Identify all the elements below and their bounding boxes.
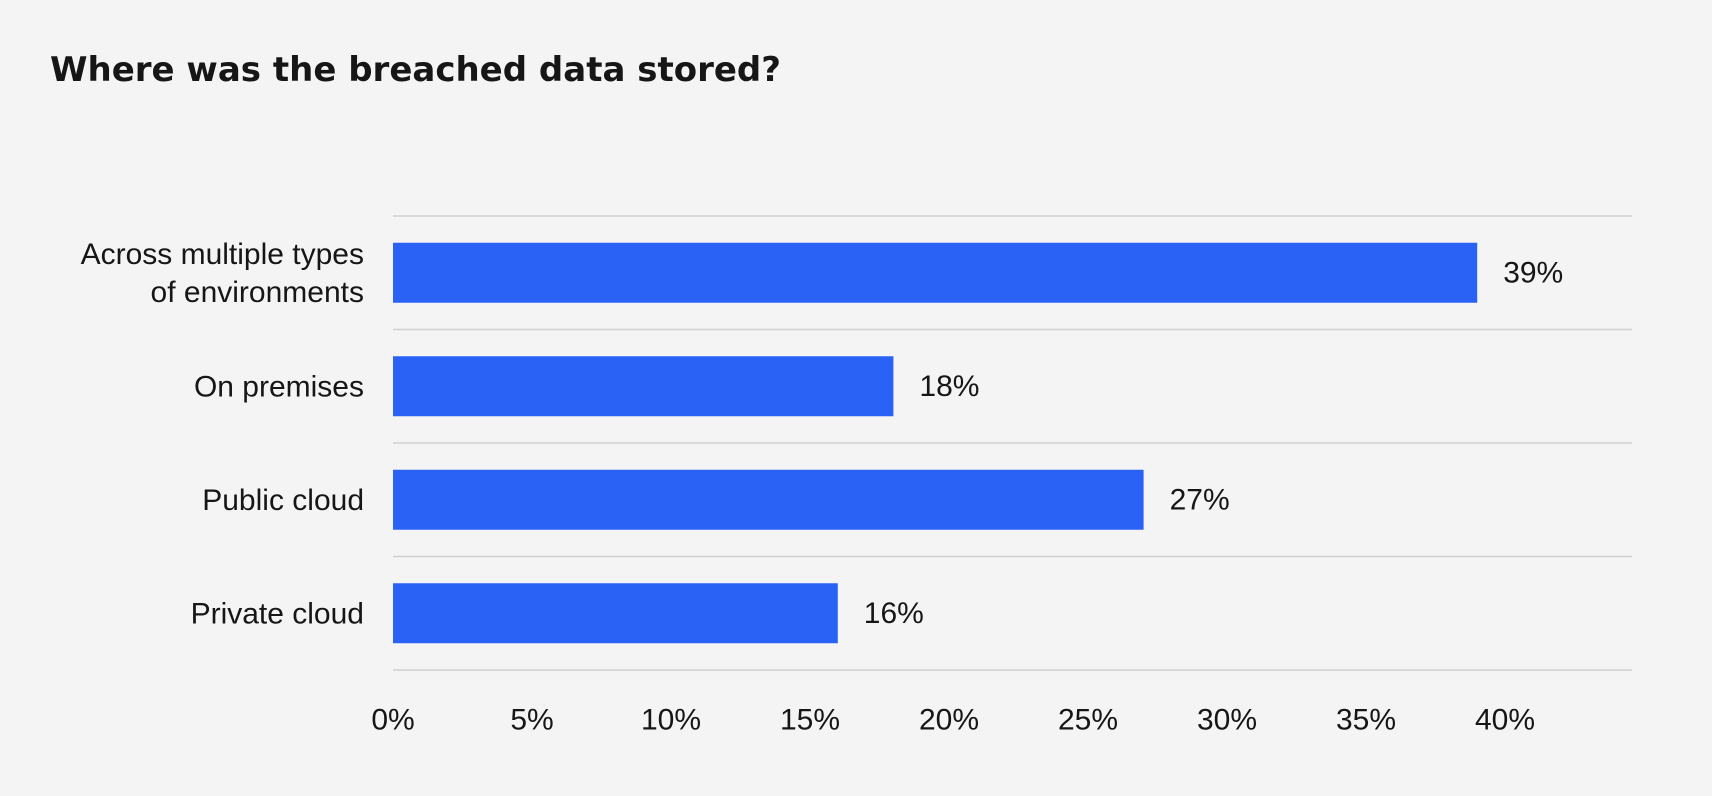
- category-label: On premises: [194, 370, 364, 403]
- bar: [393, 583, 838, 644]
- x-tick-label: 30%: [1197, 704, 1257, 737]
- bar-value-label: 39%: [1503, 256, 1563, 289]
- chart-title: Where was the breached data stored?: [50, 50, 781, 90]
- category-label: Public cloud: [202, 483, 364, 516]
- x-tick-label: 15%: [780, 704, 840, 737]
- bar-value-label: 27%: [1170, 483, 1230, 516]
- category-label: Across multiple types of environments: [81, 237, 364, 308]
- category-label-line: Private cloud: [191, 597, 364, 630]
- category-label-line: On premises: [194, 370, 364, 403]
- x-tick-label: 0%: [371, 704, 414, 737]
- x-tick-label: 5%: [510, 704, 553, 737]
- category-label-line: Across multiple types: [81, 237, 364, 270]
- bar: [393, 242, 1478, 303]
- bar-value-label: 18%: [919, 370, 979, 403]
- x-tick-label: 25%: [1058, 704, 1118, 737]
- bar: [393, 469, 1144, 530]
- category-label: Private cloud: [191, 597, 364, 630]
- x-tick-label: 20%: [919, 704, 979, 737]
- category-label-line: of environments: [151, 275, 364, 308]
- x-tick-label: 40%: [1475, 704, 1535, 737]
- category-label-line: Public cloud: [202, 483, 364, 516]
- x-tick-label: 10%: [641, 704, 701, 737]
- x-tick-label: 35%: [1336, 704, 1396, 737]
- bar-value-label: 16%: [864, 597, 924, 630]
- bar: [393, 356, 894, 417]
